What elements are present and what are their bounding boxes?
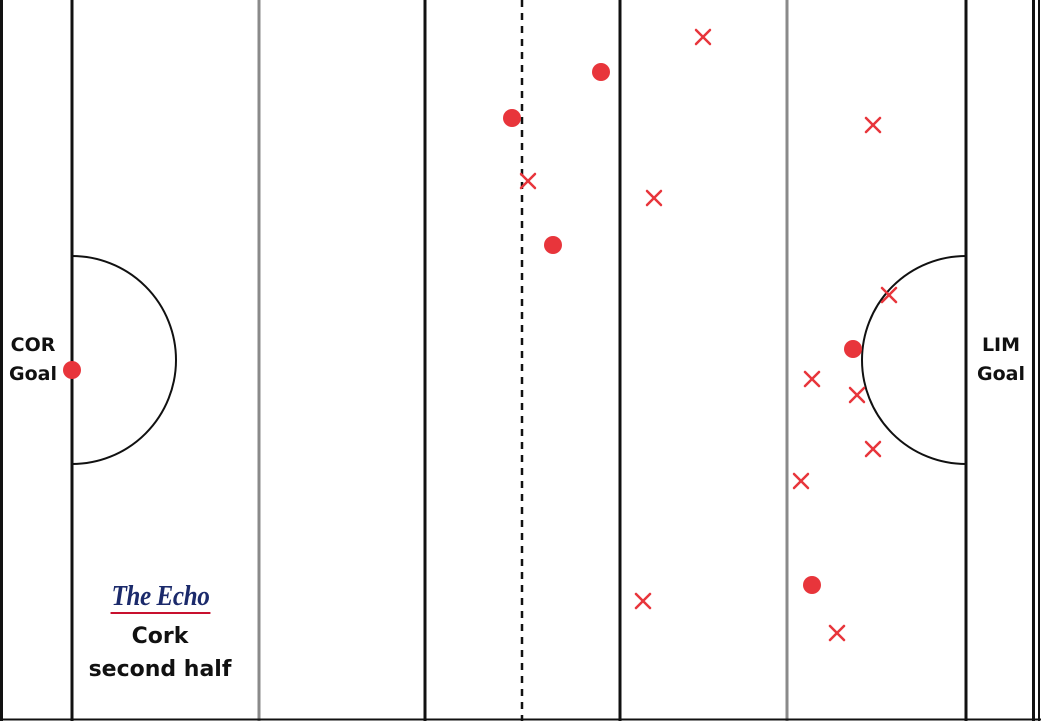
shot-cross-marker bbox=[645, 189, 663, 207]
shot-circle-marker bbox=[592, 63, 610, 81]
right-semicircle-arc bbox=[861, 255, 967, 465]
shot-cross-marker bbox=[848, 386, 866, 404]
branding-block: The Echo Cork second half bbox=[80, 582, 240, 686]
cor-goal-word: Goal bbox=[9, 363, 57, 385]
shot-circle-marker bbox=[803, 576, 821, 594]
lim-team-label: LIM bbox=[981, 334, 1021, 356]
shot-cross-marker bbox=[519, 172, 537, 190]
shots-layer bbox=[63, 28, 898, 642]
shot-cross-marker bbox=[634, 592, 652, 610]
shot-cross-marker bbox=[828, 624, 846, 642]
cor-team-label: COR bbox=[10, 334, 56, 356]
shot-circle-marker bbox=[544, 236, 562, 254]
shot-circle-marker bbox=[844, 340, 862, 358]
period-caption: second half bbox=[88, 657, 232, 682]
shot-circle-marker bbox=[503, 109, 521, 127]
shot-circle-marker bbox=[63, 361, 81, 379]
shot-cross-marker bbox=[803, 370, 821, 388]
lim-goal-word: Goal bbox=[977, 363, 1025, 385]
shot-cross-marker bbox=[792, 472, 810, 490]
the-echo-logo: The Echo bbox=[110, 581, 210, 614]
shot-cross-marker bbox=[864, 440, 882, 458]
team-caption: Cork bbox=[131, 624, 189, 649]
left-semicircle-arc bbox=[71, 255, 177, 465]
shot-cross-marker bbox=[864, 116, 882, 134]
lim-goal-label: LIM Goal bbox=[971, 331, 1031, 389]
shot-cross-marker bbox=[880, 286, 898, 304]
cor-goal-label: COR Goal bbox=[3, 331, 63, 389]
shot-cross-marker bbox=[694, 28, 712, 46]
